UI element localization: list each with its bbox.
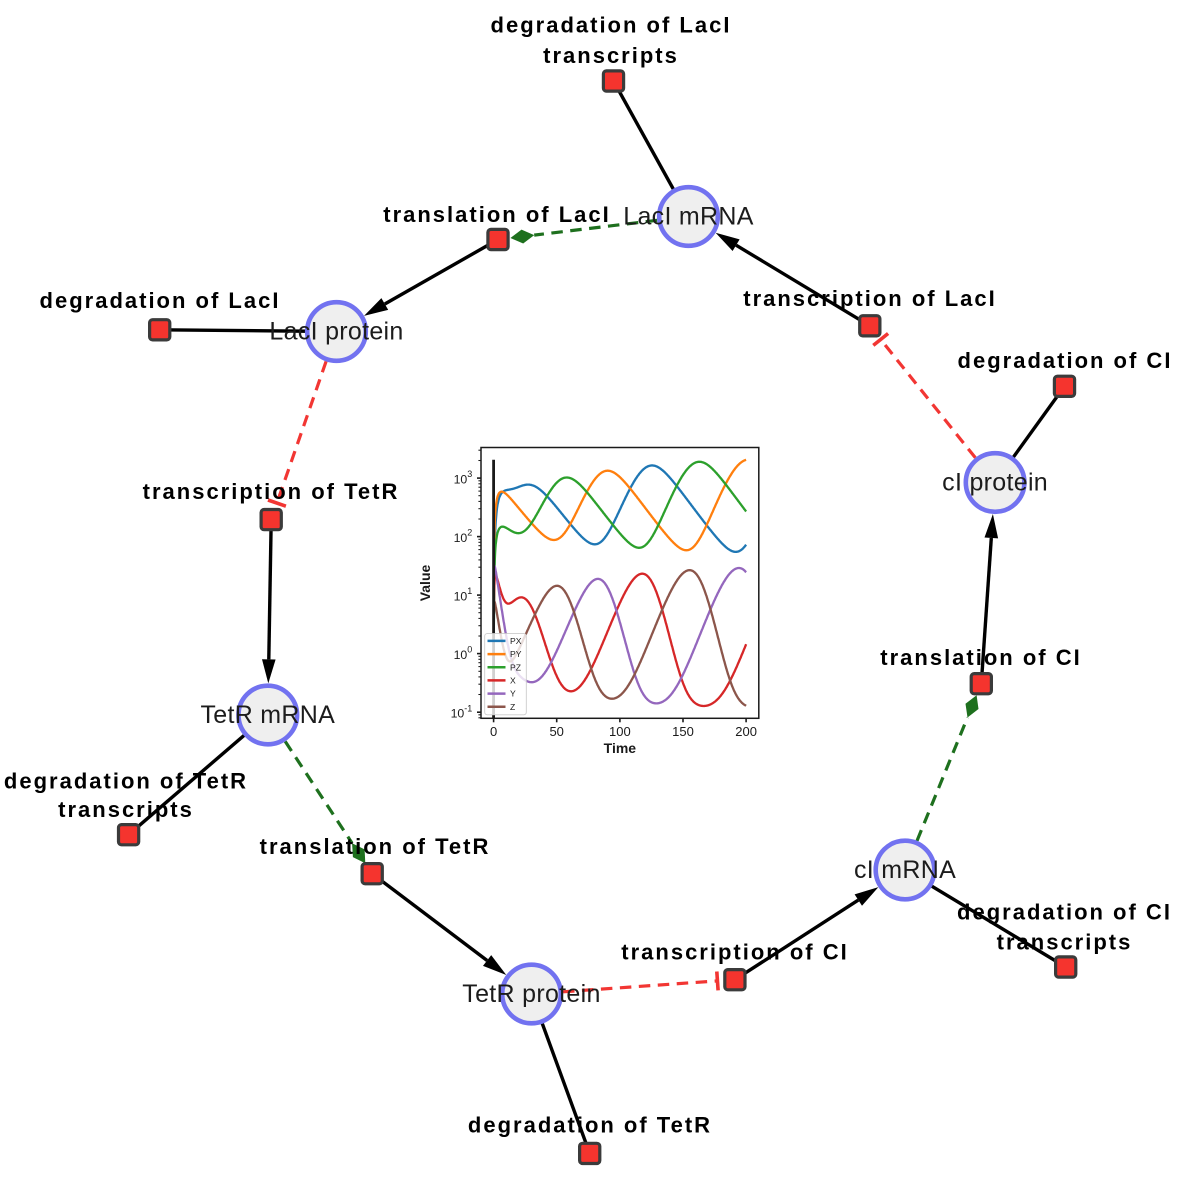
svg-text:transcripts: transcripts (997, 930, 1133, 955)
svg-text:TetR mRNA: TetR mRNA (200, 701, 335, 729)
svg-text:transcription of TetR: transcription of TetR (143, 479, 400, 504)
svg-text:transcription of CI: transcription of CI (621, 940, 848, 965)
svg-text:degradation of TetR: degradation of TetR (4, 768, 248, 793)
svg-text:Time: Time (604, 740, 637, 756)
svg-text:LacI mRNA: LacI mRNA (623, 203, 754, 231)
svg-text:transcription of LacI: transcription of LacI (743, 286, 996, 311)
svg-text:degradation of TetR: degradation of TetR (468, 1113, 712, 1138)
svg-text:LacI protein: LacI protein (269, 318, 403, 346)
svg-text:translation of LacI: translation of LacI (383, 202, 610, 227)
svg-text:cI protein: cI protein (942, 469, 1048, 497)
svg-text:50: 50 (549, 724, 563, 739)
svg-text:translation of TetR: translation of TetR (260, 834, 491, 859)
svg-text:0: 0 (490, 724, 497, 739)
svg-text:degradation of LacI: degradation of LacI (40, 288, 281, 313)
svg-text:degradation of LacI: degradation of LacI (491, 12, 732, 37)
svg-text:degradation of CI: degradation of CI (958, 348, 1173, 373)
svg-text:Z: Z (510, 702, 515, 712)
svg-text:PY: PY (510, 649, 522, 659)
svg-text:transcripts: transcripts (543, 43, 679, 68)
svg-text:TetR protein: TetR protein (462, 980, 600, 1008)
svg-text:cI mRNA: cI mRNA (854, 856, 956, 884)
svg-text:Y: Y (510, 689, 516, 699)
svg-text:Value: Value (417, 565, 433, 602)
svg-text:100: 100 (609, 724, 631, 739)
svg-text:200: 200 (735, 724, 757, 739)
svg-text:degradation of CI: degradation of CI (957, 900, 1172, 925)
svg-text:translation of CI: translation of CI (880, 645, 1081, 670)
svg-text:PZ: PZ (510, 662, 521, 672)
svg-text:X: X (510, 676, 516, 686)
svg-text:PX: PX (510, 636, 522, 646)
svg-text:transcripts: transcripts (58, 797, 194, 822)
svg-text:150: 150 (672, 724, 694, 739)
